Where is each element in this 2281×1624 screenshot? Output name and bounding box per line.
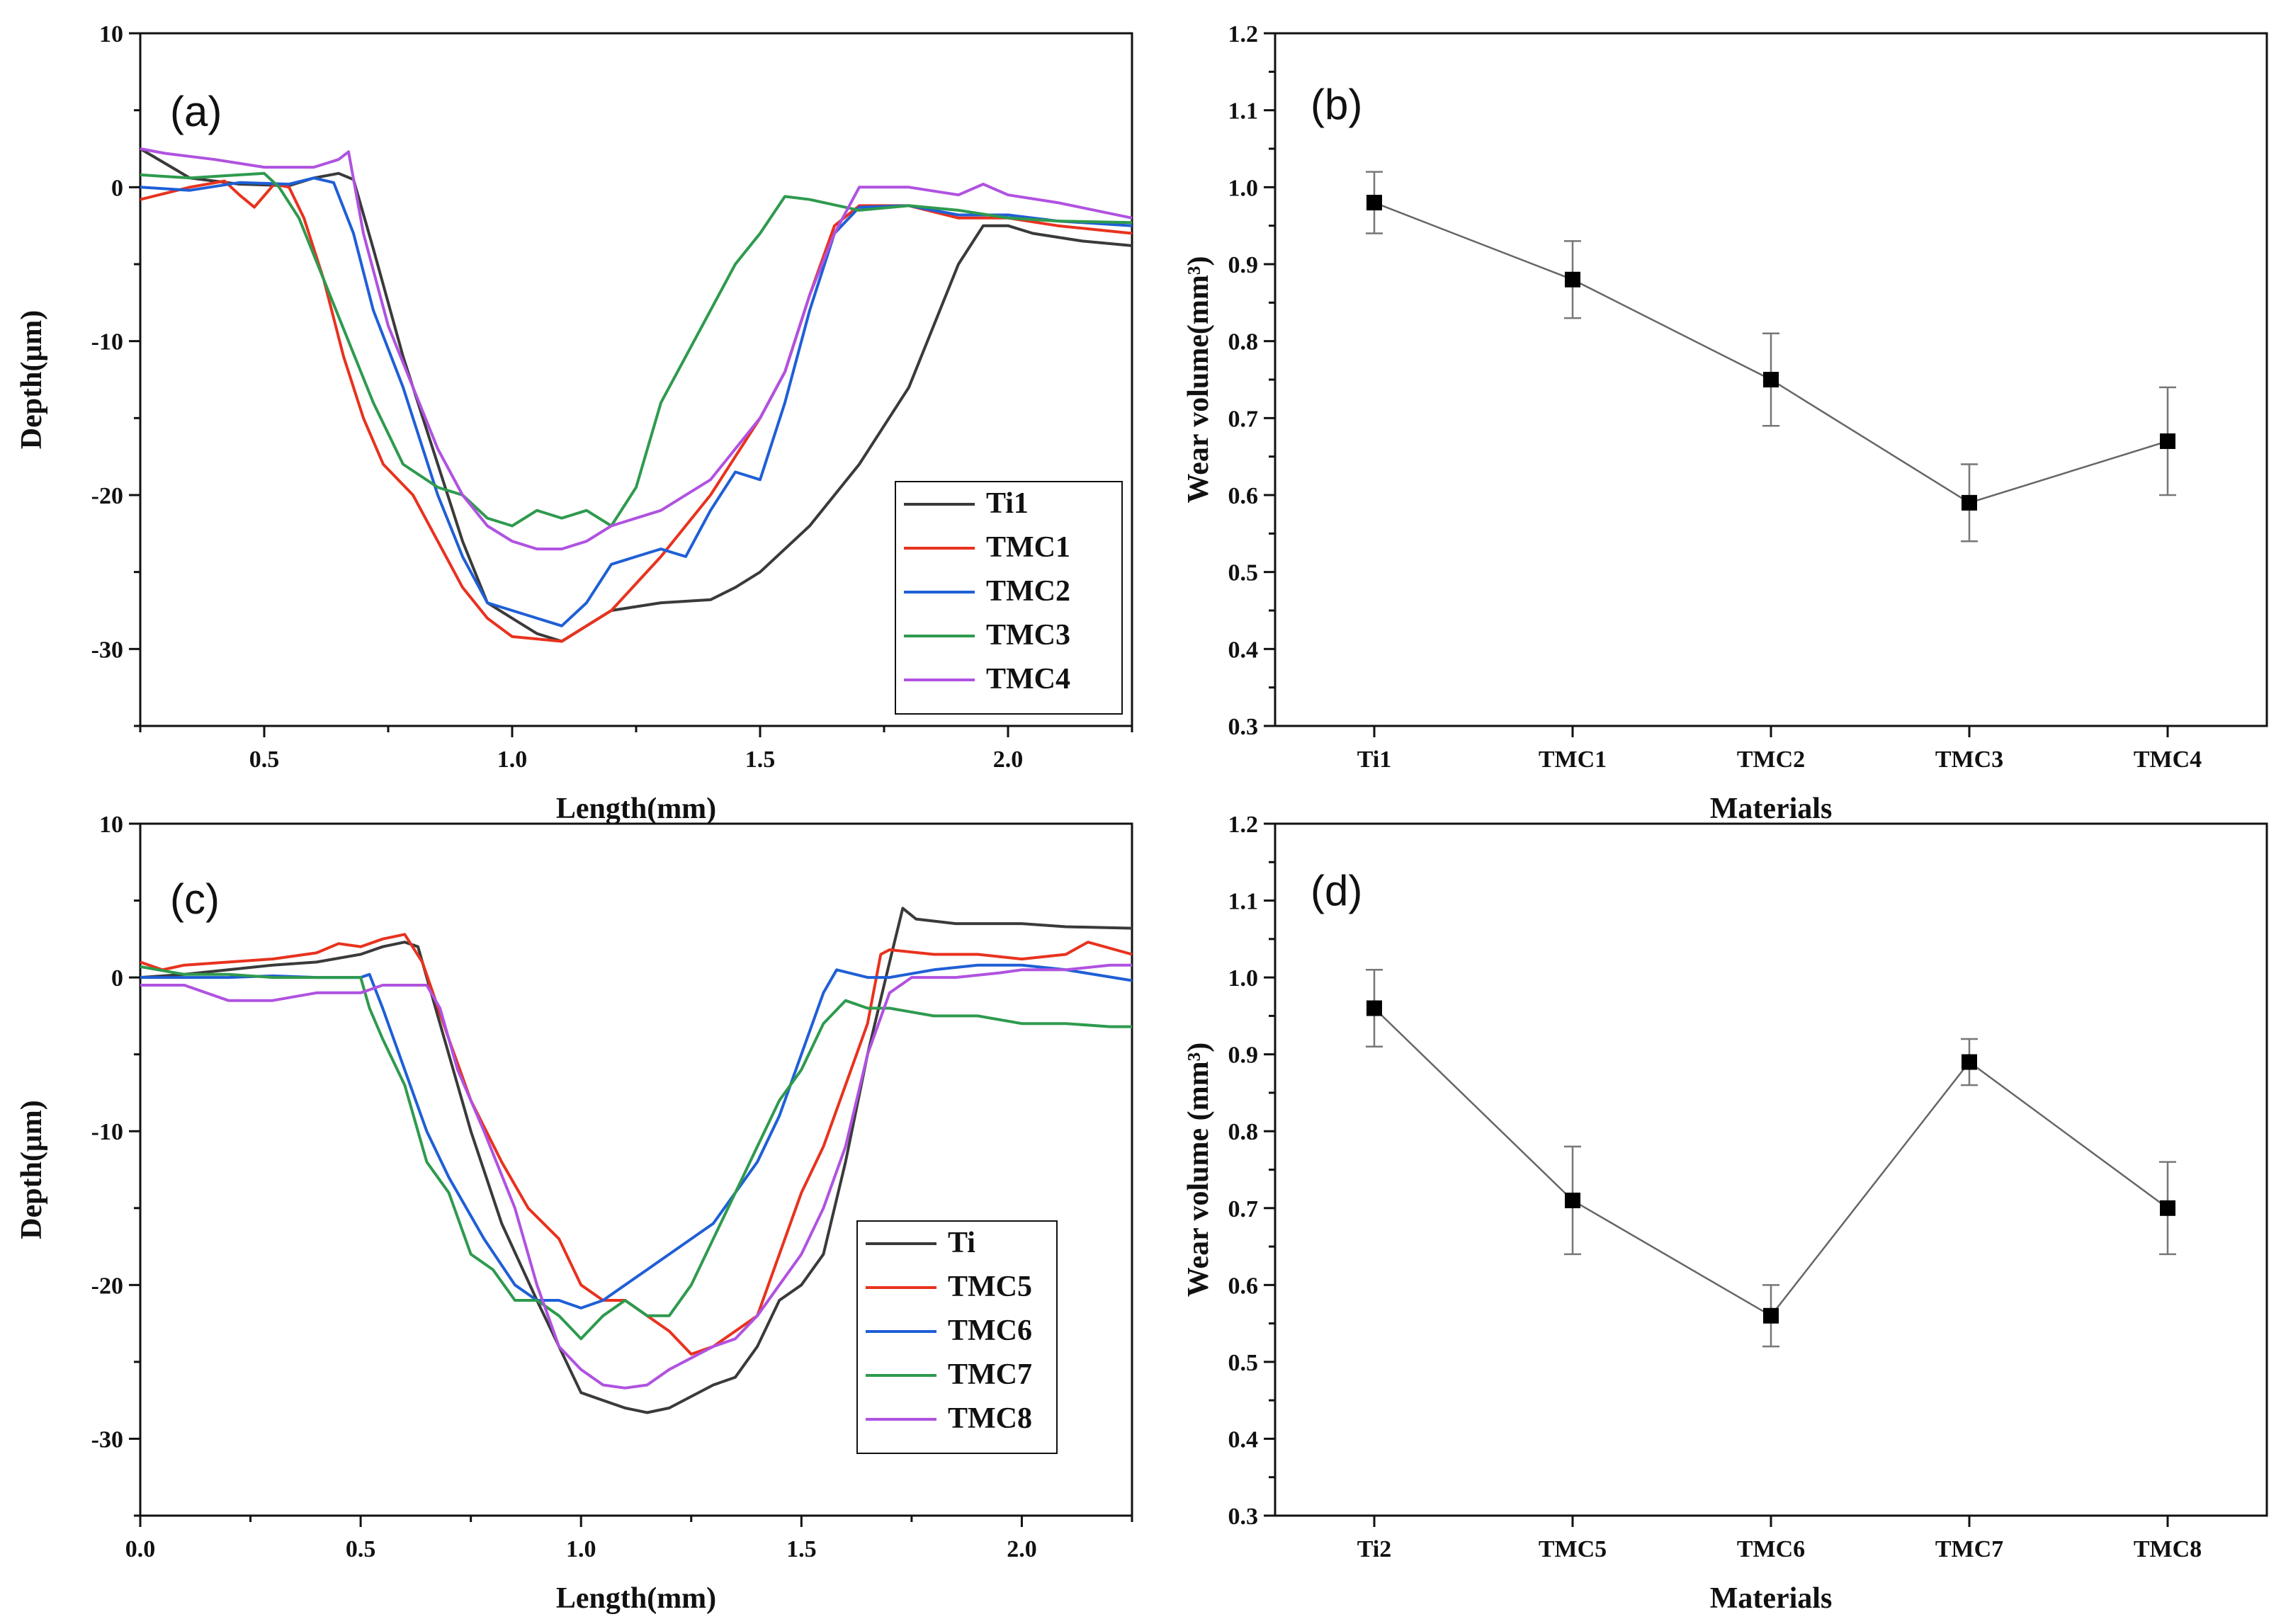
- data-point-ti2: [1366, 1000, 1382, 1016]
- x-axis-title: Materials: [1710, 1582, 1833, 1615]
- y-tick-label: 0.6: [1228, 483, 1259, 509]
- x-tick-label: 0.5: [346, 1536, 376, 1562]
- x-tick-label: TMC2: [1737, 746, 1805, 773]
- x-tick-label: 2.0: [993, 746, 1024, 773]
- x-tick-label: TMC7: [1935, 1536, 2003, 1562]
- x-tick-label: 1.0: [497, 746, 528, 773]
- x-tick-label: TMC1: [1539, 746, 1607, 773]
- y-tick-label: 1.2: [1228, 812, 1259, 838]
- data-point-tmc1: [1565, 271, 1580, 288]
- y-tick-label: 0.4: [1228, 1426, 1259, 1453]
- y-tick-label: 10: [99, 21, 123, 47]
- y-tick-label: 0: [111, 175, 123, 201]
- y-tick-label: 1.1: [1228, 98, 1259, 125]
- y-tick-label: -30: [91, 1426, 123, 1453]
- x-tick-label: 0.5: [249, 746, 280, 773]
- x-tick-label: 1.5: [745, 746, 776, 773]
- data-point-tmc8: [2160, 1200, 2175, 1216]
- panel-a: 10 0 -10 -20 -30 0.5 1.0 1.5 2.0 Length(mm) Depth(…: [16, 21, 1133, 825]
- legend-label: Ti1: [986, 487, 1029, 520]
- y-tick-label: 0.9: [1228, 252, 1259, 278]
- x-axis-title: Materials: [1710, 793, 1833, 825]
- y-tick-label: 1.0: [1228, 965, 1259, 992]
- data-point-tmc6: [1763, 1307, 1779, 1324]
- y-tick-label: 0.6: [1228, 1273, 1259, 1299]
- legend-label: TMC2: [986, 575, 1070, 608]
- data-point-tmc3: [1962, 494, 1977, 511]
- x-tick-label: 0.0: [125, 1536, 156, 1562]
- panel-label: (b): [1311, 81, 1362, 128]
- x-axis-title: Length(mm): [556, 1582, 716, 1615]
- x-tick-label: 1.0: [566, 1536, 596, 1562]
- y-axis-title: Wear volume(mm³): [1182, 256, 1215, 504]
- y-tick-label: -10: [91, 1119, 123, 1145]
- x-axis-title: Length(mm): [556, 793, 716, 825]
- series-line-tmc8: [140, 963, 1132, 1390]
- y-tick-label: 1.2: [1228, 21, 1259, 47]
- series-line-tmc7: [140, 965, 1132, 1341]
- y-tick-label: 1.1: [1228, 889, 1259, 915]
- legend-label: TMC6: [948, 1314, 1032, 1347]
- y-tick-label: -20: [91, 483, 123, 509]
- legend-label: Ti: [948, 1227, 975, 1259]
- y-tick-label: 0.3: [1228, 1504, 1259, 1530]
- x-tick-label: Ti2: [1357, 1536, 1392, 1562]
- legend-label: TMC7: [948, 1358, 1032, 1391]
- legend-label: TMC8: [948, 1402, 1032, 1435]
- x-tick-label: TMC5: [1539, 1536, 1607, 1562]
- y-tick-label: -20: [91, 1273, 123, 1299]
- legend-box: [895, 481, 1123, 715]
- legend-label: TMC5: [948, 1271, 1032, 1303]
- panel-label: (c): [170, 875, 220, 923]
- x-tick-label: Ti1: [1357, 746, 1392, 773]
- y-axis-title: Wear volume (mm³): [1182, 1043, 1215, 1297]
- x-tick-label: TMC6: [1737, 1536, 1805, 1562]
- series-line-tmc3: [140, 171, 1133, 528]
- data-point-tmc2: [1763, 372, 1779, 387]
- legend-box: [856, 1220, 1058, 1454]
- data-point-tmc5: [1565, 1192, 1580, 1208]
- x-tick-label: TMC4: [2134, 746, 2202, 773]
- y-tick-label: 0: [111, 965, 123, 992]
- y-tick-label: 10: [99, 812, 123, 838]
- series-line-ti: [140, 907, 1133, 1414]
- series-line-tmc2: [140, 176, 1133, 628]
- connecting-line: [1374, 1007, 2168, 1317]
- panel-c: 10 0 -10 -20 -30 0.0 0.5 1.0 1.5 2.0 Length(mm) Dep…: [16, 812, 1133, 1615]
- y-tick-label: 0.9: [1228, 1043, 1259, 1069]
- y-tick-label: 0.5: [1228, 1350, 1259, 1376]
- series-line-tmc6: [140, 963, 1133, 1310]
- y-axis-title: Depth(μm): [16, 1100, 48, 1239]
- y-tick-label: -30: [91, 637, 123, 663]
- y-tick-label: 0.5: [1228, 560, 1259, 586]
- x-tick-label: 1.5: [786, 1536, 817, 1562]
- y-tick-label: 0.7: [1228, 1196, 1259, 1222]
- y-tick-label: -10: [91, 329, 123, 356]
- y-tick-label: 1.0: [1228, 175, 1259, 201]
- y-tick-label: 0.3: [1228, 714, 1259, 740]
- data-point-ti1: [1366, 195, 1382, 211]
- panel-b: 1.2 1.1 1.0 0.9 0.8 0.7 0.6 0.5 0.4 0.3 Ti1 TMC1 TMC…: [1182, 21, 2268, 825]
- panel-d: 1.2 1.1 1.0 0.9 0.8 0.7 0.6 0.5 0.4 0.3 Ti2 TMC5 TMC…: [1182, 812, 2268, 1615]
- y-tick-label: 0.8: [1228, 1119, 1259, 1145]
- x-tick-label: TMC3: [1935, 746, 2003, 773]
- data-point-tmc4: [2160, 433, 2175, 449]
- panel-label: (a): [170, 88, 222, 135]
- x-tick-label: TMC8: [2134, 1536, 2202, 1562]
- y-axis-title: Depth(μm): [16, 310, 48, 449]
- plot-frame: [139, 822, 1133, 1517]
- panel-label: (d): [1311, 867, 1362, 914]
- legend-label: TMC1: [986, 531, 1070, 564]
- series-line-tmc4: [140, 147, 1133, 551]
- y-tick-label: 0.8: [1228, 329, 1259, 356]
- y-tick-label: 0.4: [1228, 637, 1259, 663]
- plot-frame: [1274, 822, 2268, 1517]
- y-tick-label: 0.7: [1228, 406, 1259, 432]
- x-tick-label: 2.0: [1007, 1536, 1037, 1562]
- legend-label: TMC3: [986, 619, 1070, 652]
- legend-label: TMC4: [986, 663, 1070, 695]
- data-point-tmc7: [1962, 1054, 1977, 1070]
